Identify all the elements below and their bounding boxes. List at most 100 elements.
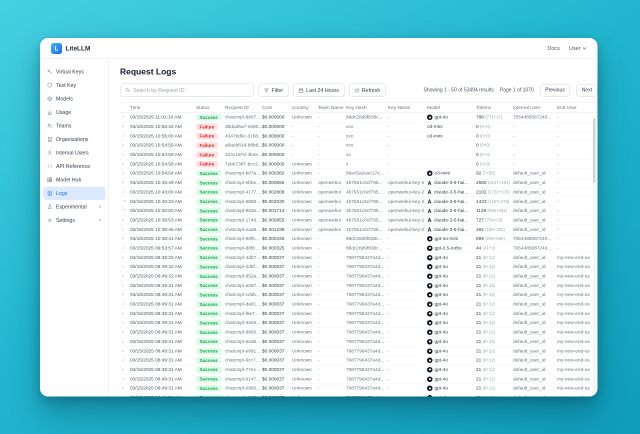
filter-button[interactable]: Filter (258, 83, 289, 97)
expand-chevron[interactable]: › (122, 301, 124, 308)
expand-chevron[interactable]: › (122, 385, 124, 392)
openai-icon (427, 264, 433, 270)
sidebar-item-test-key[interactable]: Test Key (43, 79, 106, 93)
table-row[interactable]: › 03/15/2025 08:49:31 AM Success chatcmpl-c… (120, 291, 598, 300)
sidebar-item-model-hub[interactable]: Model Hub (43, 173, 106, 187)
cell-key-hash: 7987798437a4d... (346, 348, 385, 354)
table-row[interactable]: › 03/15/2025 08:49:31 AM Success chatcmpl-d… (120, 328, 598, 338)
refresh-button[interactable]: Refresh (348, 83, 386, 97)
sidebar-item-organizations[interactable]: Organizations (43, 133, 106, 147)
table-row[interactable]: › 03/15/2025 08:49:31 AM Success chatcmpl-f… (120, 309, 598, 319)
cell-status: Success (196, 301, 225, 308)
expand-chevron[interactable]: › (122, 142, 124, 149)
expand-chevron[interactable]: › (122, 114, 124, 121)
cell-country: Unknown (292, 348, 312, 354)
table-row[interactable]: › 03/15/2025 10:54:59 AM Failure 324c187d-4… (120, 150, 598, 160)
table-row[interactable]: › 03/15/2025 10:54:58 AM Failure 7eb67387-b… (120, 160, 598, 170)
sidebar-item-settings[interactable]: Settings ∨ (43, 214, 106, 228)
next-page-button[interactable]: Next (576, 84, 598, 97)
table-row[interactable]: ›03/15/2025 08:49:31 AMSuccesschatcmpl-a… (120, 393, 598, 397)
cell-request-id: chatcmpl-a087... (225, 282, 261, 289)
table-row[interactable]: › 03/15/2025 09:53:57 AM Success chatcmpl-8… (120, 244, 598, 254)
expand-chevron[interactable]: › (122, 376, 124, 382)
table-row[interactable]: › 03/15/2025 10:43:00 AM Success chatcmpl-4… (120, 188, 598, 198)
table-row[interactable]: › 03/15/2025 10:40:00 AM Success chatcmpl-8… (120, 206, 598, 216)
table-row[interactable]: › 03/15/2025 10:39:46 AM Success chatcmpl-e… (120, 225, 598, 235)
expand-chevron[interactable]: › (122, 282, 124, 289)
sidebar-item-logs[interactable]: Logs (43, 186, 106, 200)
table-row[interactable]: › 03/15/2025 10:40:33 AM Success chatcmpl-5… (120, 197, 598, 207)
expand-chevron[interactable]: › (122, 189, 124, 195)
expand-chevron[interactable]: › (122, 348, 124, 354)
expand-chevron[interactable]: › (122, 310, 124, 317)
table-row[interactable]: › 03/15/2025 10:38:41 AM Success chatcmpl-8… (120, 234, 598, 244)
expand-chevron[interactable]: › (122, 264, 124, 270)
cell-key-hash: 4b7651c6cf795... (346, 198, 383, 205)
docs-link[interactable]: Docs (547, 45, 560, 52)
openai-icon (427, 292, 433, 298)
table-row[interactable]: › 03/15/2025 08:49:32 AM Success chatcmpl-2… (120, 263, 598, 272)
expand-chevron[interactable]: › (122, 338, 124, 345)
expand-chevron[interactable]: › (122, 329, 124, 336)
table-row[interactable]: › 03/15/2025 08:49:31 AM Success chatcmpl-4… (120, 319, 598, 328)
expand-chevron[interactable]: › (122, 124, 124, 130)
table-row[interactable]: › 03/15/2025 08:49:31 AM Success chatcmpl-7… (120, 365, 598, 375)
expand-chevron[interactable]: › (122, 170, 124, 177)
table-row[interactable]: › 03/15/2025 10:55:42 AM Failure d8dad5a7-e… (120, 122, 598, 132)
box-icon (47, 96, 52, 102)
table-row[interactable]: › 03/15/2025 08:49:31 AM Success chatcmpl-6… (120, 375, 598, 384)
expand-chevron[interactable]: › (122, 161, 124, 167)
expand-chevron[interactable]: › (122, 217, 124, 223)
expand-chevron[interactable]: › (122, 152, 124, 158)
cell-team-name: - (318, 310, 320, 317)
scrollbar-thumb[interactable] (593, 118, 596, 183)
table-row[interactable]: › 03/15/2025 08:49:31 AM Success chatcmpl-e… (120, 347, 598, 356)
expand-chevron[interactable]: › (122, 226, 124, 233)
user-menu[interactable]: User (569, 45, 587, 51)
cell-tokens: 482 (180+302) (476, 226, 505, 233)
expand-chevron[interactable]: › (122, 133, 124, 139)
cell-key-hash: 4b7651c6cf795... (346, 208, 383, 214)
cell-status: Success (196, 207, 225, 215)
sidebar-item-teams[interactable]: Teams (43, 119, 106, 133)
cell-model: claude-3-5-hai... (427, 199, 476, 204)
expand-chevron[interactable]: › (121, 208, 127, 211)
expand-chevron[interactable]: › (122, 273, 124, 280)
table-row[interactable]: › 03/15/2025 10:54:59 AM Failure a8aeb81d-b… (120, 141, 598, 151)
table-row[interactable]: › 03/15/2025 08:49:32 AM Success chatcmpl-4… (120, 253, 598, 263)
table-row[interactable]: › 03/15/2025 08:49:31 AM Success chatcmpl-6… (120, 337, 598, 347)
sidebar-item-virtual-keys[interactable]: Virtual Keys (43, 65, 106, 79)
previous-page-button[interactable]: Previous (539, 84, 571, 97)
cell-tokens: 21 (9+12) (476, 357, 496, 364)
cell-end-user: my-new-end-user-1 (557, 348, 590, 354)
table-row[interactable]: › 03/15/2025 10:39:53 AM Success chatcmpl-1… (120, 216, 598, 226)
table-row[interactable]: › 03/15/2025 08:49:32 AM Success chatcmpl-d… (120, 272, 598, 282)
expand-chevron[interactable]: › (122, 320, 124, 326)
table-row[interactable]: › 03/15/2025 10:55:00 AM Failure 4347bd9c-3… (120, 132, 598, 142)
table-row[interactable]: › 03/15/2025 08:49:31 AM Success chatcmpl-6… (120, 356, 598, 366)
table-row[interactable]: › 03/15/2025 10:45:49 AM Success chatcmpl-e… (120, 178, 598, 188)
openai-icon (427, 385, 433, 392)
sidebar-item-internal-users[interactable]: Internal Users (43, 146, 106, 160)
search-input[interactable] (133, 87, 249, 94)
vertical-scrollbar[interactable] (593, 118, 596, 397)
sidebar-item-experimental[interactable]: Experimental ∨ (43, 200, 106, 214)
sidebar-item-usage[interactable]: Usage (43, 106, 106, 120)
sidebar-item-api-reference[interactable]: API Reference (43, 160, 106, 174)
sidebar-item-models[interactable]: Models (43, 92, 106, 106)
table-row[interactable]: › 03/15/2025 10:54:54 AM Success chatcmpl-b… (120, 169, 598, 179)
time-range-button[interactable]: Last 24 Hours (293, 83, 345, 97)
expand-chevron[interactable]: › (122, 245, 124, 251)
table-row[interactable]: › 03/15/2025 08:49:31 AM Success chatcmpl-0… (120, 384, 598, 394)
expand-chevron[interactable]: › (122, 357, 124, 364)
cell-request-id: chatcmpl-8807... (225, 114, 261, 121)
table-row[interactable]: › 03/15/2025 11:02:10 AM Success chatcmpl-8… (120, 113, 598, 123)
expand-chevron[interactable]: › (122, 366, 124, 373)
expand-chevron[interactable]: › (122, 236, 124, 242)
expand-chevron[interactable]: › (120, 395, 130, 397)
table-row[interactable]: › 03/15/2025 08:49:31 AM Success chatcmpl-d… (120, 300, 598, 310)
expand-chevron[interactable]: › (122, 180, 124, 186)
expand-chevron[interactable]: › (122, 292, 124, 298)
expand-chevron[interactable]: › (122, 254, 124, 261)
